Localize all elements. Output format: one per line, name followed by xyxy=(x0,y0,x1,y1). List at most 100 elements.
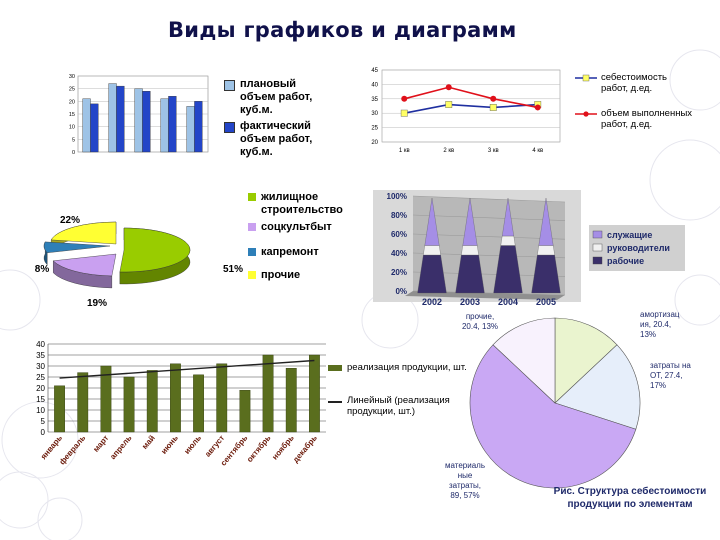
legend-item-2-label: капремонт xyxy=(261,246,319,258)
legend-item-2: капремонт xyxy=(248,246,358,259)
bar-sales xyxy=(54,385,65,433)
x-tick-label: 2005 xyxy=(536,297,556,307)
point-volume xyxy=(534,104,541,111)
bar-sales xyxy=(216,363,228,433)
gridline xyxy=(412,233,566,240)
x-tick-label: 2004 xyxy=(498,297,518,307)
y-tick-label: 40 xyxy=(36,340,45,349)
y-tick-label: 0% xyxy=(395,287,407,296)
x-tick-label: 4 кв xyxy=(532,148,543,154)
legend-item-planned: плановый объем работ, куб.м. xyxy=(224,78,314,117)
legend-item-0-label: жилищное строительство xyxy=(261,191,343,216)
bar-planned xyxy=(82,98,91,153)
pie-slice-top xyxy=(119,227,191,273)
legend-item-1: соцкультбыт xyxy=(248,221,358,234)
pie-slice xyxy=(554,317,618,404)
slice-label: 19% xyxy=(87,298,107,309)
bar-sales xyxy=(123,376,135,433)
legend-item-actual-swatch xyxy=(224,122,235,133)
y-tick-label: 25 xyxy=(36,373,45,382)
y-tick-label: 20 xyxy=(69,99,75,105)
bar-sales xyxy=(100,365,112,433)
series-line-0 xyxy=(404,103,538,114)
x-tick-label: март xyxy=(91,433,110,453)
cone-segment-служащие xyxy=(502,197,514,237)
legend-item-0-swatch xyxy=(248,193,256,201)
cone-segment-руководители xyxy=(423,245,441,256)
legend-item-0: жилищное строительство xyxy=(248,191,358,217)
legend-item-0: себестоимость работ, д.ед. xyxy=(575,72,693,94)
legend-item-3-label: прочие xyxy=(261,269,301,281)
y-tick-label: 20 xyxy=(36,384,45,393)
legend-item-label: объем выполненных работ, д.ед. xyxy=(601,108,693,130)
point-volume xyxy=(490,95,497,102)
point-volume xyxy=(401,95,408,102)
legend-item-1: объем выполненных работ, д.ед. xyxy=(575,108,693,130)
page-title: Виды графиков и диаграмм xyxy=(168,18,517,42)
trendline xyxy=(59,359,315,379)
volume-bar-chart: 0 5 10 15 20 25 30 xyxy=(69,74,209,156)
legend-item-2-swatch xyxy=(248,248,256,256)
y-tick-label: 15 xyxy=(69,112,75,118)
cone-segment-служащие xyxy=(538,197,554,246)
staff-cone-chart: 0% 20% 40% 60% 80% 100% 2002 2003 2004 2005 служащ… xyxy=(373,190,685,307)
slice-label: 51% xyxy=(223,264,243,275)
y-tick-label: 40 xyxy=(371,82,378,88)
y-tick-label: 30 xyxy=(371,111,378,117)
bar-actual xyxy=(90,103,99,153)
slice-label: 8% xyxy=(35,264,50,275)
construction-pie-legend: жилищное строительство соцкультбыт капремо… xyxy=(248,191,358,286)
x-tick-label: декабрь xyxy=(291,433,319,464)
pie-slice-top xyxy=(43,241,111,254)
monthly-sales-chart-panel: 0 5 10 15 20 25 30 35 40 январь февраль март апрель м… xyxy=(26,336,476,486)
y-tick-label: 5 xyxy=(72,137,75,143)
back-wall xyxy=(413,196,565,295)
y-tick-label: 0 xyxy=(72,150,75,156)
legend-marker xyxy=(583,111,589,117)
cost-structure-pie-panel: амортизац ия, 20.4, 13% затраты на ОТ, 27.4,… xyxy=(440,308,720,540)
point-cost xyxy=(445,101,453,108)
bar-sales xyxy=(146,370,158,433)
legend-marker xyxy=(582,74,590,82)
cost-line-legend: себестоимость работ, д.ед. объем выполнен… xyxy=(575,72,693,144)
legend-item-actual-label: фактический объем работ, куб.м. xyxy=(240,120,313,158)
monthly-sales-legend: реализация продукции, шт. Линейный (реали… xyxy=(328,362,476,420)
y-tick-label: 5 xyxy=(41,417,46,426)
x-tick-label: июль xyxy=(182,433,203,455)
volume-bar-legend: плановый объем работ, куб.м. фактический … xyxy=(224,78,314,162)
x-tick-label: 3 кв xyxy=(488,148,499,154)
point-cost xyxy=(400,109,408,117)
bar-actual xyxy=(142,91,151,153)
slice-label: затраты на ОТ, 27.4, 17% xyxy=(650,361,691,390)
bar-actual xyxy=(168,96,177,153)
legend-item-sales: реализация продукции, шт. xyxy=(328,362,476,373)
y-tick-label: 10 xyxy=(36,406,45,415)
y-tick-label: 35 xyxy=(371,97,378,103)
y-tick-label: 30 xyxy=(69,74,75,80)
x-tick-label: 2003 xyxy=(460,297,480,307)
cone-segment-служащие xyxy=(462,197,478,246)
cost-structure-pie-chart: амортизац ия, 20.4, 13% затраты на ОТ, 27.4,… xyxy=(445,310,707,510)
bar-sales xyxy=(170,363,181,433)
y-tick-label: 60% xyxy=(391,230,407,239)
cost-line-chart-panel: 20 25 30 35 40 45 1 кв 2 кв 3 кв 4 кв себестоимос… xyxy=(360,62,700,162)
chart-title: Рис. Структура себестоимости продукции по… xyxy=(554,485,707,510)
legend-line-swatch xyxy=(575,111,597,117)
legend-item-label: себестоимость работ, д.ед. xyxy=(601,72,667,94)
legend-trend-label: Линейный (реализация продукции, шт.) xyxy=(347,395,450,417)
x-tick-label: август xyxy=(203,433,226,458)
y-tick-label: 20% xyxy=(391,268,407,277)
legend-swatch xyxy=(592,243,603,252)
legend-label: рабочие xyxy=(607,256,644,266)
legend-swatch xyxy=(592,256,603,265)
y-tick-label: 0 xyxy=(41,428,46,437)
bar-planned xyxy=(186,106,195,153)
floor xyxy=(405,291,565,300)
x-tick-label: 2 кв xyxy=(443,148,454,154)
legend-item-1-swatch xyxy=(248,223,256,231)
legend-item-sales-swatch xyxy=(328,365,342,371)
y-tick-label: 25 xyxy=(69,87,75,93)
legend-label: служащие xyxy=(607,230,652,240)
pie-slice xyxy=(554,344,641,430)
